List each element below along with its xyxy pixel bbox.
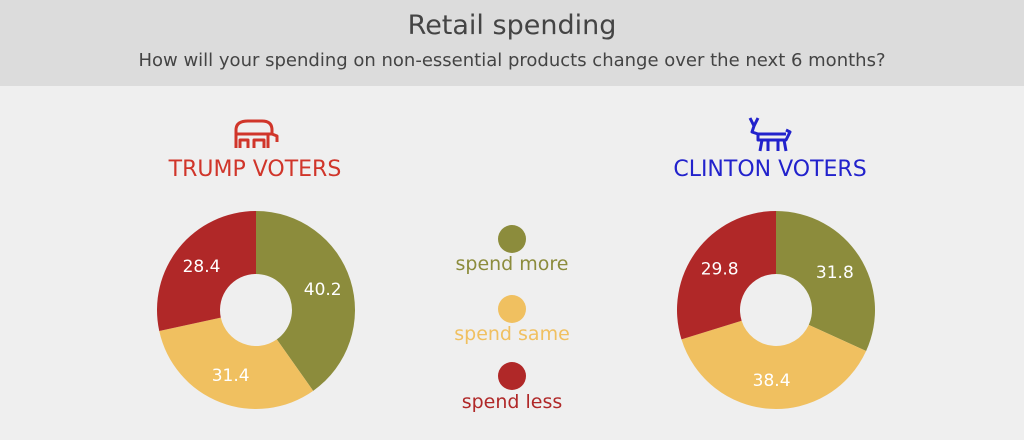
legend-label-spend-same: spend same	[454, 323, 570, 345]
donkey-icon	[748, 117, 792, 152]
legend-marker-spend-more	[498, 225, 526, 253]
trump-slice-spend-less	[157, 211, 256, 331]
elephant-icon	[234, 119, 279, 148]
clinton-label-spend-same: 38.4	[753, 371, 791, 391]
legend-marker-spend-less	[498, 362, 526, 390]
clinton-label-spend-less: 29.8	[701, 260, 739, 280]
trump-voters-label: TRUMP VOTERS	[168, 157, 342, 182]
header-bar: Retail spending How will your spending o…	[0, 0, 1024, 86]
donut-chart-trump: 40.2 31.4 28.4	[157, 211, 355, 409]
clinton-slice-spend-same	[681, 320, 867, 409]
trump-label-spend-less: 28.4	[183, 257, 221, 277]
clinton-slice-spend-less	[677, 211, 776, 340]
legend-label-spend-more: spend more	[455, 253, 569, 275]
trump-label-spend-same: 31.4	[212, 366, 250, 386]
legend-marker-spend-same	[498, 295, 526, 323]
trump-slice-spend-more	[256, 211, 355, 391]
chart-title: Retail spending	[407, 10, 617, 41]
trump-label-spend-more: 40.2	[304, 280, 342, 300]
chart-subtitle: How will your spending on non-essential …	[138, 50, 886, 71]
clinton-voters-label: CLINTON VOTERS	[673, 157, 867, 182]
clinton-slice-spend-more	[776, 211, 875, 352]
clinton-label-spend-more: 31.8	[816, 263, 854, 283]
trump-slice-spend-same	[159, 317, 314, 409]
donut-chart-clinton: 31.8 38.4 29.8	[677, 211, 875, 409]
legend-label-spend-less: spend less	[461, 391, 563, 413]
